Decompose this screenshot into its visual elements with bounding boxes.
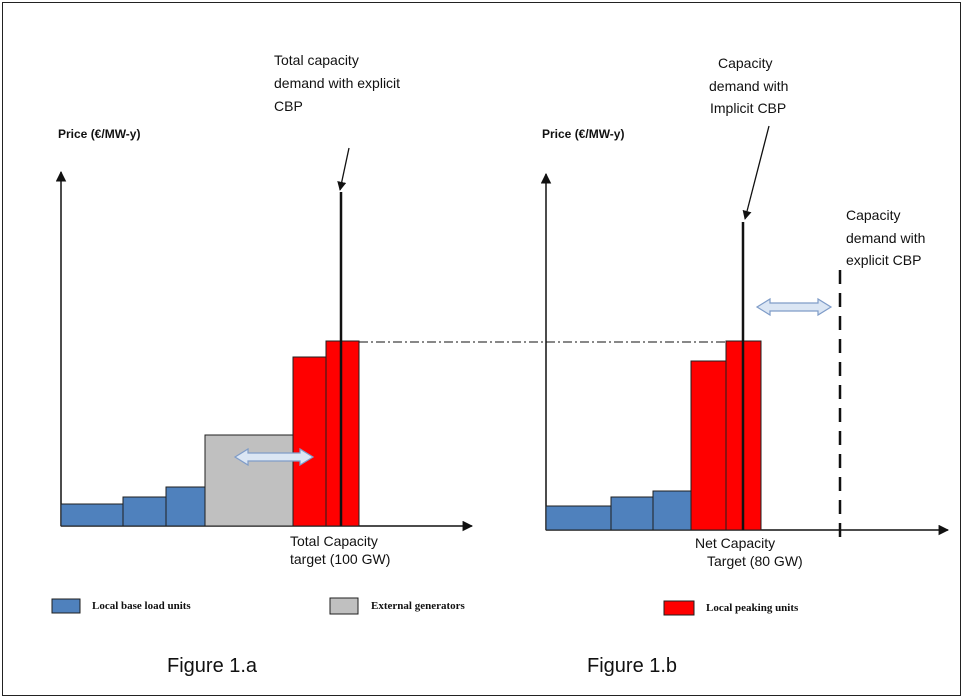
figure-b: Price (€/MW-y) Capacity demand with Impl…	[540, 55, 950, 677]
external-bar-a	[204, 434, 294, 527]
peaking-bar-a-2	[325, 340, 360, 527]
target-a-line-2: target (100 GW)	[290, 551, 390, 567]
legend-swatch-base	[51, 598, 81, 614]
explicit-b-line-3: explicit CBP	[846, 252, 921, 268]
target-label-a: Total Capacity target (100 GW)	[290, 533, 390, 567]
peaking-bar-b-1	[690, 360, 727, 531]
legend: Local base load units External generator…	[51, 597, 799, 616]
base-bar-a-3	[165, 486, 206, 527]
explicit-b-line-2: demand with	[846, 230, 925, 246]
peaking-bar-a-1	[292, 356, 327, 527]
target-label-b: Net Capacity Target (80 GW)	[695, 535, 803, 569]
legend-label-base: Local base load units	[92, 600, 191, 612]
annotation-a-line-3: CBP	[274, 98, 303, 114]
annotation-b-line-3: Implicit CBP	[710, 100, 786, 116]
explicit-label-b: Capacity demand with explicit CBP	[846, 207, 929, 268]
caption-b: Figure 1.b	[587, 655, 677, 677]
explicit-b-line-1: Capacity	[846, 207, 900, 223]
annotation-arrow-b	[742, 125, 770, 220]
annotation-a-line-2: demand with explicit	[274, 75, 400, 91]
annotation-b-line-1: Capacity	[718, 55, 772, 71]
base-bar-a-2	[122, 496, 167, 527]
base-bar-b-3	[652, 490, 692, 531]
caption-a: Figure 1.a	[167, 655, 258, 677]
annotation-b-line-2: demand with	[709, 78, 788, 94]
legend-swatch-external	[329, 597, 359, 615]
annotation-a: Total capacity demand with explicit CBP	[274, 52, 404, 114]
target-b-line-2: Target (80 GW)	[707, 553, 803, 569]
base-bar-a-1	[60, 503, 124, 527]
legend-label-external: External generators	[371, 600, 465, 612]
target-a-line-1: Total Capacity	[290, 533, 378, 549]
annotation-arrow-a	[337, 147, 350, 191]
double-arrow-a	[233, 447, 315, 467]
annotation-b: Capacity demand with Implicit CBP	[709, 55, 792, 116]
annotation-a-line-1: Total capacity	[274, 52, 359, 68]
figure-a: Price (€/MW-y) Total capacity demand wit…	[55, 52, 474, 677]
axis-label-a: Price (€/MW-y)	[58, 127, 140, 141]
legend-swatch-peaking	[663, 600, 695, 616]
double-arrow-b	[755, 297, 833, 317]
legend-label-peaking: Local peaking units	[706, 602, 799, 614]
base-bar-b-2	[610, 496, 654, 531]
base-bar-b-1	[545, 505, 612, 531]
axis-label-b: Price (€/MW-y)	[542, 127, 624, 141]
target-b-line-1: Net Capacity	[695, 535, 775, 551]
